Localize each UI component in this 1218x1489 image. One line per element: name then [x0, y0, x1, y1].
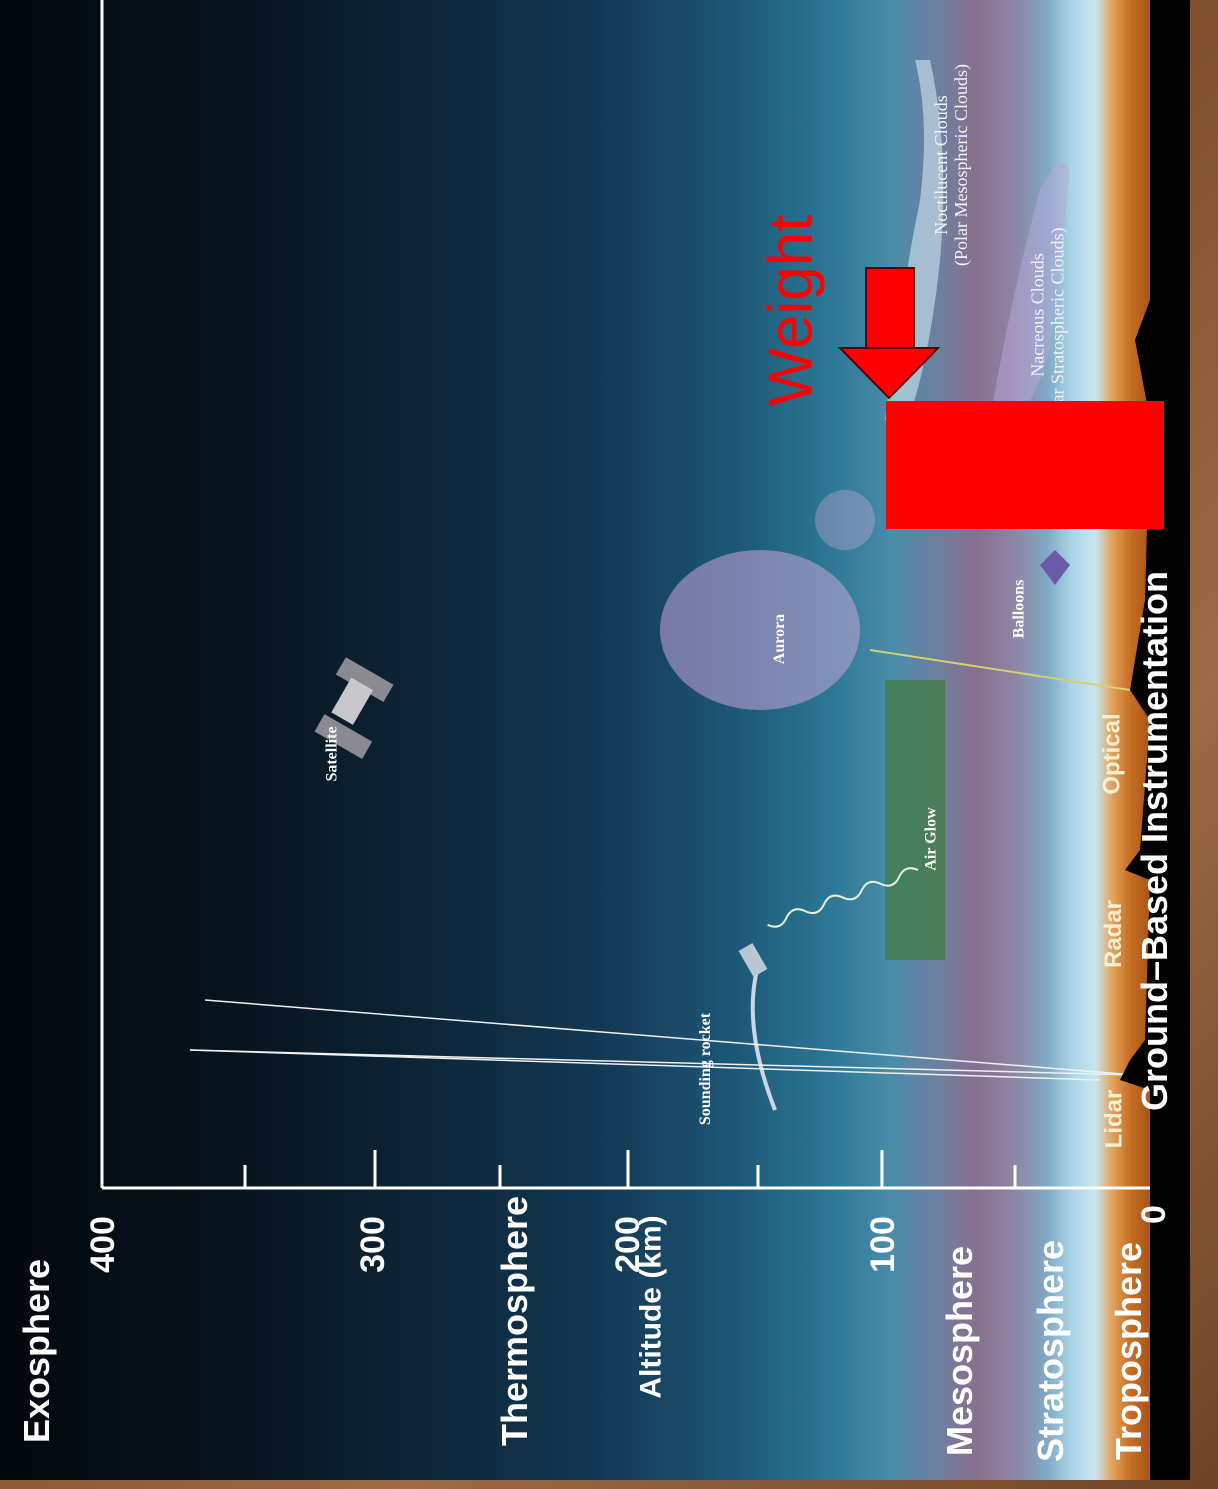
aurora-upper — [815, 490, 875, 550]
noctilucent-clouds-line2: (Polar Mesospheric Clouds) — [950, 64, 971, 266]
sounding-rocket-label: Sounding rocket — [697, 1012, 715, 1126]
tick-label-400: 400 — [83, 1216, 122, 1273]
balloon-icon — [1040, 550, 1070, 585]
weight-label: Weight — [756, 214, 826, 407]
nacreous-clouds-line1: Nacreous Clouds — [1027, 253, 1048, 377]
layer-label-troposphere: Troposphere — [1108, 1241, 1150, 1461]
rocket-icon — [738, 943, 768, 977]
air-glow-label: Air Glow — [922, 807, 940, 871]
layer-label-stratosphere: Stratosphere — [1030, 1239, 1072, 1463]
air-glow-band — [885, 680, 945, 960]
layer-label-exosphere: Exosphere — [16, 1258, 58, 1444]
nacreous-clouds-label: Nacreous Clouds ar Stratospheric Clouds) — [1027, 228, 1067, 403]
aurora-label: Aurora — [771, 613, 789, 665]
aurora-shape — [660, 550, 860, 710]
nacreous-clouds-shape — [990, 163, 1070, 431]
radar-wave — [767, 867, 919, 928]
optical-beam — [869, 649, 1131, 691]
nacreous-clouds-line2: ar Stratospheric Clouds) — [1047, 227, 1068, 403]
weight-block — [886, 401, 1164, 529]
instrument-label-radar: Radar — [1100, 899, 1128, 969]
tick-label-0: 0 — [1134, 1205, 1173, 1224]
instrument-label-optical: Optical — [1098, 713, 1126, 795]
rocket-trajectory — [750, 959, 777, 1111]
ground-instrumentation-title: Ground–Based Instrumentation — [1134, 570, 1176, 1112]
axis-frame — [100, 0, 1162, 1190]
layer-label-mesosphere: Mesosphere — [939, 1245, 981, 1457]
axis-ticks — [243, 1150, 1017, 1188]
noctilucent-clouds-label: Noctilucent Clouds (Polar Mesospheric Cl… — [931, 64, 971, 266]
satellite-label: Satellite — [323, 726, 341, 782]
satellite-icon — [314, 657, 394, 759]
tick-label-300: 300 — [353, 1216, 392, 1273]
atmosphere-diagram: Exosphere Thermosphere Mesosphere Strato… — [0, 0, 1190, 1480]
diagram-graphics — [100, 0, 1190, 1480]
layer-label-thermosphere: Thermosphere — [494, 1195, 536, 1447]
balloons-label: Balloons — [1010, 579, 1028, 639]
instrument-label-lidar: Lidar — [1100, 1089, 1128, 1149]
weight-arrow — [837, 267, 941, 400]
lidar-beams — [189, 999, 1136, 1081]
noctilucent-clouds-line1: Noctilucent Clouds — [930, 95, 951, 235]
tick-label-100: 100 — [863, 1216, 902, 1273]
tick-label-200: 200 — [608, 1216, 647, 1273]
ground-silhouette — [1120, 0, 1190, 1480]
